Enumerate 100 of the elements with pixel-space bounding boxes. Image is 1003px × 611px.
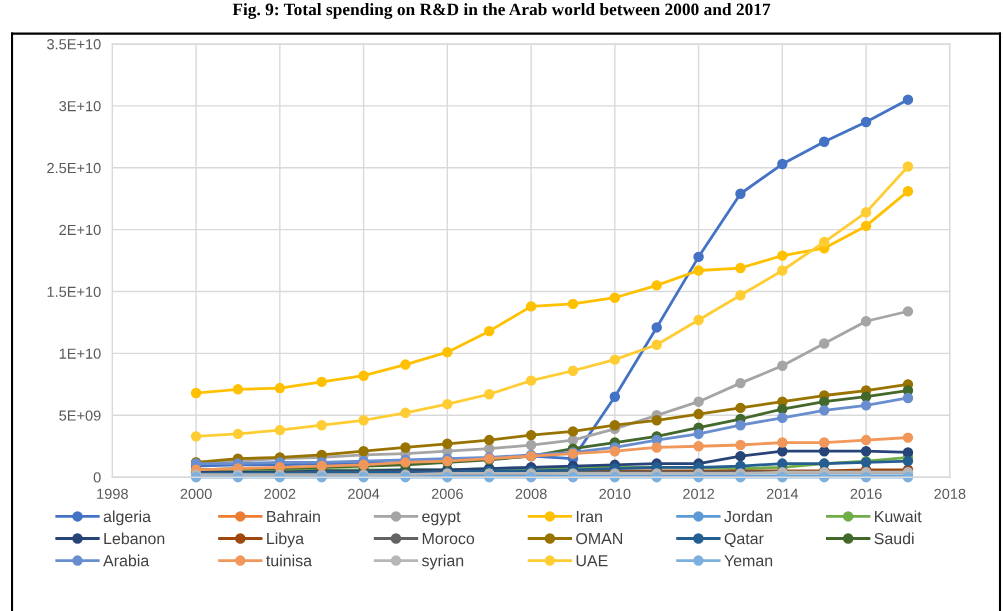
- point: [902, 455, 914, 467]
- point: [567, 365, 579, 376]
- point: [777, 412, 788, 423]
- point: [902, 447, 914, 458]
- point: [274, 382, 286, 394]
- x-tick-label: 2000: [180, 488, 212, 500]
- y-tick-label: 3E+10: [59, 100, 101, 112]
- point: [232, 428, 244, 440]
- point: [693, 314, 704, 326]
- point: [902, 432, 914, 443]
- point: [777, 360, 788, 372]
- point: [735, 450, 746, 462]
- point: [902, 306, 914, 317]
- point: [735, 262, 746, 274]
- point: [567, 426, 579, 437]
- point: [693, 396, 704, 407]
- point: [442, 346, 453, 358]
- point: [609, 391, 621, 402]
- legend-label: tuinisa: [266, 554, 313, 567]
- point: [484, 325, 495, 337]
- y-tick-label: 2.5E+10: [47, 162, 101, 174]
- point: [777, 403, 788, 415]
- y-tick-label: 1.5E+10: [47, 286, 101, 297]
- legend-label: syrian: [421, 554, 464, 570]
- point: [777, 250, 788, 261]
- point: [860, 445, 872, 457]
- point: [651, 415, 662, 426]
- legend-label: Saudi: [874, 532, 914, 545]
- point: [609, 419, 621, 431]
- legend-label: algeria: [103, 510, 152, 526]
- point: [902, 161, 914, 172]
- point: [484, 389, 495, 400]
- legend-label: Bahrain: [267, 510, 320, 523]
- y-tick-label: 5E+09: [59, 410, 101, 421]
- point: [902, 94, 914, 105]
- x-tick-label: 2016: [850, 488, 882, 500]
- point: [777, 158, 788, 170]
- point: [358, 445, 369, 457]
- point: [860, 316, 872, 327]
- legend-label: Arabia: [103, 554, 150, 567]
- point: [525, 375, 537, 386]
- point: [819, 136, 830, 147]
- legend-label: UAE: [576, 555, 608, 567]
- point: [819, 437, 830, 448]
- point: [693, 265, 704, 276]
- x-tick-label: 2012: [683, 488, 715, 500]
- point: [693, 408, 704, 420]
- point: [400, 407, 411, 419]
- x-tick-label: 2002: [264, 488, 296, 500]
- legend-label: Moroco: [422, 533, 475, 545]
- point: [819, 338, 830, 349]
- point: [400, 442, 411, 453]
- chart-title: Fig. 9: Total spending on R&D in the Arab world between 2000 and 2017: [232, 3, 771, 19]
- legend-label: Lebanon: [104, 532, 165, 545]
- x-tick-label: 2004: [348, 488, 380, 500]
- point: [190, 431, 202, 442]
- point: [735, 290, 746, 301]
- point: [902, 392, 914, 404]
- point: [819, 405, 830, 416]
- point: [860, 207, 872, 218]
- point: [693, 441, 704, 452]
- point: [735, 377, 746, 389]
- y-tick-label: 0: [93, 472, 101, 483]
- legend-label: OMAN: [576, 532, 623, 545]
- point: [274, 424, 286, 436]
- point: [609, 354, 621, 365]
- legend-label: Qatar: [724, 532, 764, 548]
- point: [651, 280, 662, 291]
- y-tick-label: 1E+10: [59, 348, 101, 359]
- x-tick-label: 1998: [97, 488, 128, 500]
- legend-label: egypt: [422, 511, 461, 526]
- point: [190, 387, 202, 399]
- point: [902, 186, 914, 197]
- legend-label: Jordan: [724, 510, 772, 523]
- y-tick-label: 3.5E+10: [47, 39, 101, 50]
- point: [693, 251, 704, 263]
- legend-label: Iran: [576, 511, 602, 523]
- point: [735, 419, 746, 431]
- point: [525, 301, 537, 312]
- legend-label: Yeman: [724, 555, 773, 567]
- point: [735, 439, 746, 451]
- x-tick-label: 2006: [431, 488, 463, 500]
- point: [735, 188, 746, 199]
- x-tick-label: 2014: [766, 488, 799, 500]
- point: [609, 292, 621, 303]
- point: [484, 434, 495, 446]
- point: [860, 434, 872, 446]
- y-tick-label: 2E+10: [59, 224, 101, 236]
- point: [442, 438, 453, 449]
- point: [651, 339, 662, 350]
- point: [358, 415, 369, 426]
- point: [525, 429, 537, 441]
- legend-label: Kuwait: [875, 510, 922, 523]
- point: [860, 116, 872, 128]
- x-tick-label: 2010: [599, 488, 631, 500]
- point: [316, 419, 327, 431]
- point: [777, 265, 788, 276]
- point: [609, 445, 621, 457]
- point: [400, 359, 411, 370]
- point: [316, 376, 327, 388]
